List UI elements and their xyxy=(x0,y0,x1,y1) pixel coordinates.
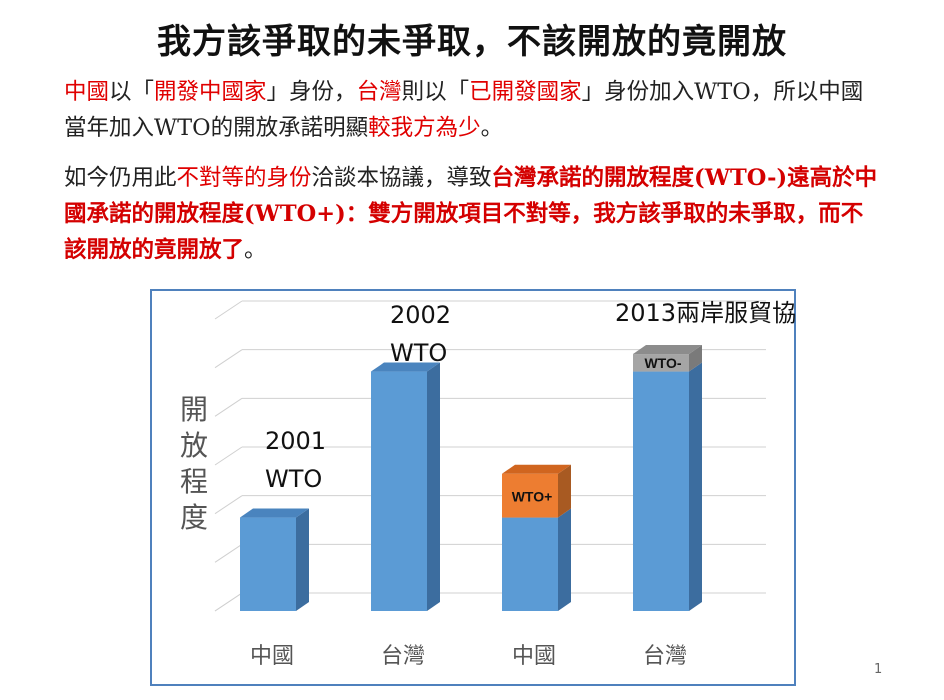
bar-3-segment-2: WTO+ xyxy=(502,464,571,518)
floor-edge xyxy=(214,592,243,612)
group-label-3: 2013兩岸服貿協議 xyxy=(615,299,796,327)
paragraph-1-run: 以「 xyxy=(109,79,155,105)
bar-side xyxy=(296,508,309,611)
bar-side xyxy=(689,345,702,372)
slide-title: 我方該爭取的未爭取，不該開放的竟開放 xyxy=(157,22,787,62)
bar-top xyxy=(633,345,702,355)
bar-4-segment-1 xyxy=(633,362,702,611)
paragraph-1-run: 。 xyxy=(480,115,504,141)
paragraph-1: 中國以「開發中國家」身份，台灣則以「已開發國家」身份加入WTO，所以中國當年加入… xyxy=(64,74,884,146)
paragraph-1-run: 已開發國家 xyxy=(469,79,582,105)
group-label-1: 2001 WTO xyxy=(265,427,326,493)
segment-label-wtominus: WTO- xyxy=(644,355,681,371)
gridline-side xyxy=(214,543,243,563)
paragraph-2-run: 洽談本協議，導致 xyxy=(311,165,492,191)
bar-2-segment-1 xyxy=(371,362,440,611)
bar-front xyxy=(502,473,558,518)
gridline-side xyxy=(214,300,243,320)
bar-top xyxy=(371,362,440,372)
bar-top xyxy=(502,464,571,474)
bar-front xyxy=(633,354,689,372)
gridline-side xyxy=(214,397,243,417)
category-label: 台灣 xyxy=(643,644,687,669)
paragraph-1-run: 」身份， xyxy=(266,79,357,105)
gridline-side xyxy=(214,349,243,369)
paragraph-2: 如今仍用此不對等的身份洽談本協議，導致台灣承諾的開放程度(WTO-)遠高於中國承… xyxy=(64,160,884,268)
paragraph-2-run: 台灣承諾的開放程度(WTO-)遠高於中國承諾的開放程度(WTO+)：雙方開放項目… xyxy=(64,165,878,263)
opening-degree-chart: 中國 台灣 WTO+ 中國 WTO- 台灣 開放程度 2001 WTO 2002 WTO 2013兩岸… xyxy=(150,289,796,686)
bar-front xyxy=(502,517,558,611)
bar-side xyxy=(558,508,571,611)
bar-front xyxy=(371,371,427,611)
segment-label-wtoplus: WTO+ xyxy=(512,489,553,505)
bar-1-segment-1 xyxy=(240,508,309,611)
paragraph-1-run: 台灣 xyxy=(356,79,402,105)
category-label: 中國 xyxy=(250,644,294,669)
paragraph-1-run: 較我方為少 xyxy=(368,115,481,141)
bar-4-segment-2: WTO- xyxy=(633,345,702,372)
category-label: 中國 xyxy=(512,644,556,669)
page-number: 1 xyxy=(874,662,883,677)
paragraph-1-run: 開發中國家 xyxy=(154,79,267,105)
bar-front xyxy=(633,371,689,611)
paragraph-1-run: 則以「 xyxy=(401,79,470,105)
bar-side xyxy=(558,464,571,518)
bar-side xyxy=(427,362,440,611)
paragraph-2-run: 。 xyxy=(244,237,267,263)
group-label-2: 2002 WTO xyxy=(390,301,451,367)
paragraph-2-run: 不對等的身份 xyxy=(176,165,312,191)
bar-side xyxy=(689,362,702,611)
category-label: 台灣 xyxy=(381,644,425,669)
paragraph-1-run: 中國 xyxy=(64,79,110,105)
bar-top xyxy=(240,508,309,518)
gridline-side xyxy=(214,495,243,515)
gridline-side xyxy=(214,446,243,466)
bar-front xyxy=(240,517,296,611)
paragraph-1-run: 」身份加入WTO，所以中國當年加入WTO的開放承諾明顯 xyxy=(64,79,864,141)
y-axis-label: 開放程度 xyxy=(180,393,208,534)
paragraph-2-run: 如今仍用此 xyxy=(64,165,177,191)
bar-3-segment-1 xyxy=(502,508,571,611)
